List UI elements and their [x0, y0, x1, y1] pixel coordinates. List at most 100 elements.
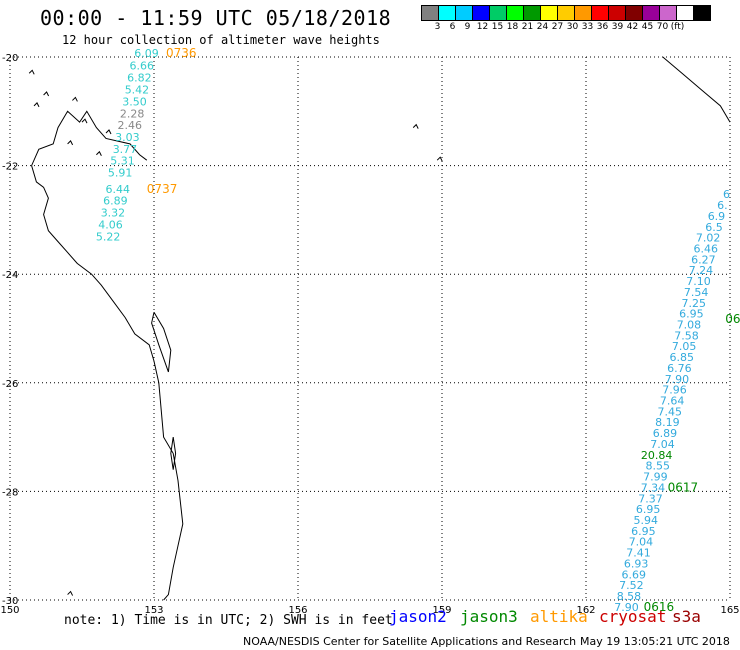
wave-height-label: 7.96	[662, 384, 687, 397]
wave-height-label: 5.94	[634, 514, 659, 527]
wave-height-label: 6.	[717, 199, 728, 212]
wave-height-label: 4.06	[98, 219, 123, 232]
scale-label: 39	[611, 22, 624, 32]
credit-text: NOAA/NESDIS Center for Satellite Applica…	[243, 635, 577, 648]
pass-time-label: 0736	[166, 46, 197, 60]
map-subtitle: 12 hour collection of altimeter wave hei…	[62, 33, 380, 47]
timestamp-text: May 19 13:05:21 UTC 2018	[580, 635, 730, 648]
wave-height-label: 6.89	[103, 195, 128, 208]
satellite-jason2: jason2	[389, 607, 447, 626]
wave-height-label: 6.85	[670, 351, 695, 364]
island-mark	[72, 96, 78, 102]
wave-height-label: 7.99	[643, 471, 668, 484]
wave-height-label: 6.46	[694, 242, 719, 255]
scale-label: 42	[626, 22, 639, 32]
lat-tick-label: -22	[2, 162, 18, 173]
wave-height-label: 8.58	[617, 590, 642, 603]
wave-height-label: 3.50	[122, 95, 147, 108]
scale-label: 12	[476, 22, 489, 32]
lat-tick-label: -20	[2, 53, 18, 64]
wave-height-label: 7.58	[674, 329, 699, 342]
wave-height-label: 3.03	[115, 131, 140, 144]
wave-height-label: 2.46	[118, 119, 143, 132]
wave-height-label: 7.05	[672, 340, 697, 353]
scale-label: 33	[581, 22, 594, 32]
wave-height-label: 8.19	[655, 416, 680, 429]
color-scale	[421, 5, 711, 21]
island-mark	[67, 590, 74, 596]
wave-height-label: 6.9	[708, 210, 726, 223]
wave-height-label: 5.22	[96, 231, 121, 244]
wave-height-label: 7.90	[614, 601, 639, 614]
coastline-new-caledonia	[662, 56, 731, 123]
wave-height-label: 6.95	[631, 525, 656, 538]
wave-height-label: 6.89	[653, 427, 678, 440]
island-fraser	[151, 311, 172, 373]
island-mark	[67, 140, 74, 146]
wave-height-label: 7.90	[665, 373, 690, 386]
wave-height-label: 6.82	[127, 71, 152, 84]
wave-height-label: 8.55	[646, 460, 671, 473]
island-mark	[43, 91, 50, 97]
scale-label: 45	[641, 22, 654, 32]
island-mark	[33, 102, 40, 108]
wave-height-label: 6	[723, 188, 730, 201]
lat-tick-label: -26	[2, 379, 18, 390]
wave-height-label: 5.31	[110, 155, 135, 168]
wave-height-label: 6.09	[134, 47, 159, 60]
wave-height-label: 6.69	[622, 568, 647, 581]
note-text: note: 1) Time is in UTC; 2) SWH is in fe…	[64, 613, 393, 628]
wave-height-label: 7.54	[684, 286, 709, 299]
wave-height-label: 7.24	[689, 264, 714, 277]
pass-time-label: 061	[725, 312, 740, 326]
island-mark	[96, 150, 102, 156]
wave-height-label: 6.27	[691, 253, 716, 266]
wave-height-label: 7.02	[696, 232, 721, 245]
wave-height-label: 7.25	[682, 297, 707, 310]
lat-tick-label: -28	[2, 487, 18, 498]
scale-label: 6	[449, 22, 456, 32]
color-scale-labels: 3 6 9 12 15 18 21 24 27 30 33 36 39 42 45 70 (ft)	[430, 22, 685, 32]
wave-height-label: 7.04	[629, 536, 654, 549]
lon-tick-label: 162	[576, 605, 595, 616]
scale-swatch	[693, 5, 711, 21]
wave-height-label: 7.34	[641, 481, 666, 494]
wave-height-label: 7.04	[650, 438, 675, 451]
island-mark	[105, 129, 112, 135]
coastline	[31, 110, 184, 601]
wave-height-label: 6.66	[130, 59, 155, 72]
wave-height-label: 7.10	[686, 275, 711, 288]
scale-label: 30	[566, 22, 579, 32]
wave-height-label: 7.41	[626, 547, 651, 560]
wave-height-label: 7.64	[660, 395, 685, 408]
wave-height-label: 2.28	[120, 107, 145, 120]
wave-height-label: 3.77	[113, 143, 138, 156]
scale-label: (ft)	[670, 22, 685, 32]
lon-tick-label: 156	[288, 605, 307, 616]
scale-label: 18	[506, 22, 519, 32]
scale-label: 70	[656, 22, 669, 32]
wave-height-label: 20.84	[641, 449, 673, 462]
wave-height-label: 6.76	[667, 362, 692, 375]
wave-height-label: 7.37	[638, 492, 663, 505]
scale-label: 36	[596, 22, 609, 32]
wave-height-label: 3.32	[101, 207, 126, 220]
satellite-cryosat: cryosat	[599, 607, 667, 626]
pass-time-label: 0737	[147, 182, 178, 196]
wave-height-label: 7.52	[619, 579, 644, 592]
wave-height-label: 6.95	[636, 503, 661, 516]
scale-label: 24	[536, 22, 549, 32]
lat-tick-label: -30	[2, 596, 18, 607]
lon-tick-label: 150	[0, 605, 19, 616]
lat-tick-label: -24	[2, 270, 18, 281]
satellite-jason3: jason3	[460, 607, 518, 626]
island-mark	[412, 123, 419, 129]
wave-height-label: 7.45	[658, 405, 683, 418]
map-title: 00:00 - 11:59 UTC 05/18/2018	[40, 6, 392, 30]
pass-time-label: 0617	[668, 480, 699, 494]
wave-height-label: 5.42	[125, 83, 150, 96]
satellite-s3a: s3a	[672, 607, 701, 626]
pass-time-label: 0616	[644, 600, 675, 614]
scale-label: 27	[551, 22, 564, 32]
